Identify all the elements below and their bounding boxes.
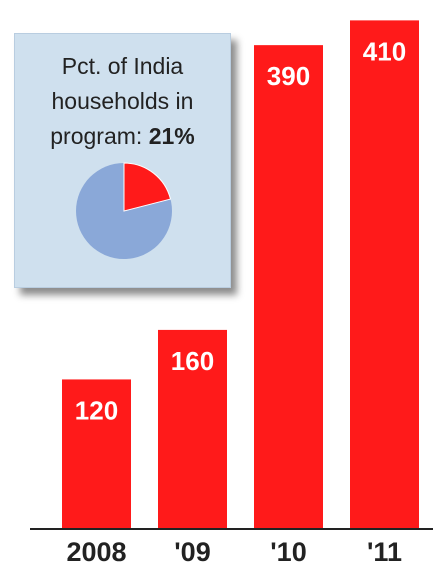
pie-slice-share bbox=[123, 162, 172, 212]
bar-1 bbox=[158, 329, 227, 528]
pie-chart bbox=[76, 162, 172, 259]
x-tick-label-3: '11 bbox=[367, 537, 402, 566]
bar-value-label-0: 120 bbox=[75, 395, 118, 425]
x-tick-label-2: '10 bbox=[270, 537, 306, 566]
bar-2 bbox=[254, 45, 323, 529]
x-tick-label-1: '09 bbox=[174, 537, 210, 566]
inset-value: 21% bbox=[148, 123, 195, 149]
inset-title: Pct. of India households in program: 21% bbox=[23, 49, 222, 154]
bar-3 bbox=[350, 20, 419, 529]
bar-value-label-3: 410 bbox=[363, 36, 406, 66]
inset-title-text: Pct. of India households in program: bbox=[50, 53, 194, 149]
bar-value-label-1: 160 bbox=[171, 346, 214, 376]
x-tick-label-0: 2008 bbox=[66, 537, 126, 566]
inset-panel: Pct. of India households in program: 21% bbox=[14, 33, 231, 288]
bar-value-label-2: 390 bbox=[267, 61, 310, 91]
bar-0 bbox=[62, 379, 131, 528]
